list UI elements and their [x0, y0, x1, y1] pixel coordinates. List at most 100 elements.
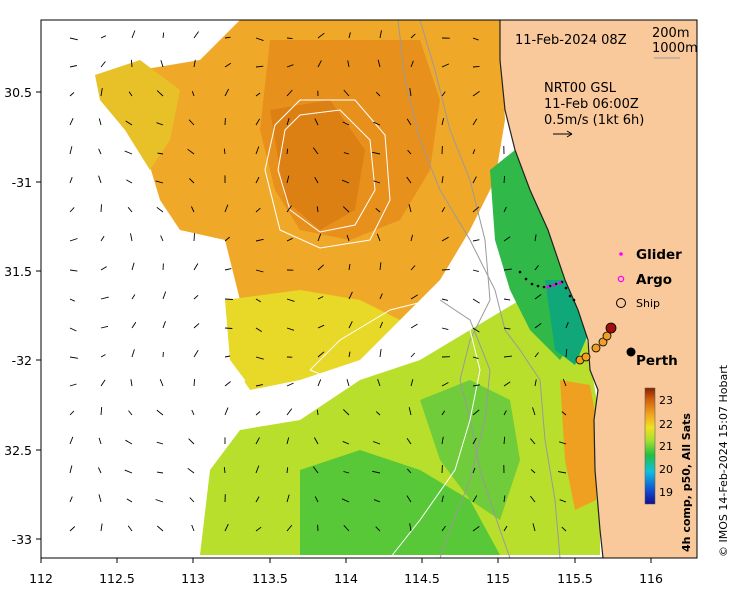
current-vector	[97, 467, 102, 474]
current-vector	[100, 325, 109, 329]
current-vector	[406, 438, 412, 445]
credit-text: © IMOS 14-Feb-2024 15:07 Hobart	[717, 364, 730, 557]
current-vector	[375, 91, 381, 97]
current-vector	[561, 526, 567, 532]
current-vector	[503, 381, 511, 387]
current-vector	[406, 176, 412, 184]
current-vector	[69, 383, 77, 387]
current-vector	[224, 62, 232, 68]
current-vector	[317, 60, 322, 68]
current-vector	[341, 498, 350, 503]
ship-symbol-icon	[616, 298, 626, 308]
x-axis-labels: 112 112.5 113 113.5 114 114.5 115 115.5 …	[29, 571, 663, 586]
current-vector	[193, 379, 196, 387]
current-vector	[343, 524, 350, 532]
current-vector	[286, 237, 293, 242]
current-vector	[503, 298, 511, 301]
legend-argo-label: Argo	[636, 272, 672, 288]
place-label-perth: Perth	[636, 353, 678, 369]
current-vector	[317, 233, 322, 242]
x-tick-label: 114	[334, 571, 358, 586]
current-vector	[532, 407, 536, 416]
current-vector	[160, 60, 164, 68]
depth-contours	[397, 20, 561, 558]
map-timestamp: 11-Feb-2024 08Z	[515, 33, 627, 48]
current-vector	[406, 468, 412, 474]
current-vector	[379, 30, 382, 39]
current-vector	[69, 65, 77, 68]
current-vector	[156, 409, 164, 416]
colorbar-tick-label: 21	[659, 440, 673, 453]
current-vector	[162, 32, 165, 39]
current-vector	[286, 64, 294, 68]
current-vector	[191, 409, 195, 416]
current-vector	[314, 437, 319, 445]
current-vector	[286, 205, 292, 213]
colorbar: 23 22 21 20 19 4h comp, p50, All Sats	[644, 387, 693, 552]
current-vector	[193, 31, 199, 39]
current-vector	[410, 60, 414, 68]
current-vector	[98, 118, 102, 126]
current-vector	[130, 59, 133, 68]
current-vector	[223, 467, 226, 474]
current-vector	[472, 495, 478, 503]
current-vector	[348, 291, 353, 300]
current-vector	[286, 467, 289, 474]
current-vector	[224, 355, 231, 358]
current-vector	[157, 152, 164, 155]
argo-symbol-icon	[617, 275, 625, 283]
current-vector	[379, 321, 384, 329]
current-vector	[162, 291, 167, 300]
depth-contour-label-1000m: 1000m	[652, 41, 698, 56]
current-vector	[317, 351, 325, 358]
current-vector	[348, 321, 353, 329]
current-vectors	[69, 30, 569, 532]
current-vector	[565, 349, 568, 358]
current-vector	[188, 438, 195, 445]
current-vector	[255, 207, 261, 213]
current-vector	[157, 525, 164, 532]
current-vector	[472, 118, 478, 126]
current-vector	[98, 437, 102, 445]
current-vector	[503, 436, 506, 445]
current-vector	[372, 151, 381, 155]
current-vector	[503, 525, 508, 532]
current-vector	[224, 381, 231, 387]
current-vector	[348, 351, 351, 358]
current-vector	[156, 90, 164, 97]
x-tick-label: 113.5	[252, 571, 288, 586]
current-vector	[441, 327, 449, 331]
current-model-label: NRT00 GSL	[544, 81, 617, 96]
current-vector	[224, 327, 233, 329]
current-vector	[159, 379, 164, 387]
current-vector	[156, 441, 164, 445]
current-vector	[124, 469, 133, 474]
current-vector	[188, 178, 195, 184]
current-vector	[286, 382, 294, 387]
current-vector	[341, 179, 350, 184]
current-vector	[472, 65, 480, 68]
current-vector	[69, 146, 73, 155]
platform-legend: Glider Argo Ship	[616, 247, 682, 310]
current-vector	[100, 379, 106, 387]
current-vector	[224, 298, 233, 300]
axis-ticks	[36, 91, 652, 563]
current-vector	[409, 523, 412, 532]
current-vector	[224, 523, 229, 532]
current-vector	[312, 147, 319, 155]
x-tick-label: 116	[639, 571, 663, 586]
x-tick-label: 115.5	[557, 571, 593, 586]
current-vector	[503, 327, 511, 330]
current-vector	[255, 437, 260, 445]
current-vector	[409, 88, 412, 97]
current-vector	[472, 298, 480, 304]
current-vector	[224, 236, 230, 242]
current-vector	[472, 239, 480, 242]
current-vector	[286, 175, 290, 184]
current-vector	[347, 60, 350, 68]
current-vector	[286, 298, 295, 302]
current-vector	[100, 235, 105, 242]
current-vector	[224, 204, 229, 213]
current-vector	[472, 467, 476, 474]
current-vector	[472, 356, 479, 360]
